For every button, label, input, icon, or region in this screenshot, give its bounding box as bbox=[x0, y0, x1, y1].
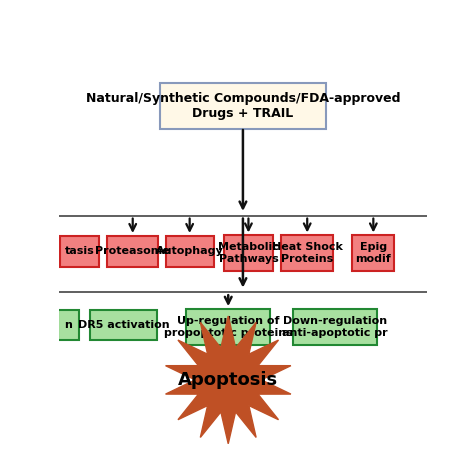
FancyBboxPatch shape bbox=[107, 236, 158, 266]
FancyBboxPatch shape bbox=[224, 235, 273, 272]
FancyBboxPatch shape bbox=[91, 310, 156, 340]
Text: Autophagy: Autophagy bbox=[156, 246, 224, 256]
Text: Proteasome: Proteasome bbox=[95, 246, 170, 256]
FancyBboxPatch shape bbox=[282, 235, 333, 272]
FancyBboxPatch shape bbox=[160, 83, 326, 129]
Text: Natural/Synthetic Compounds/FDA-approved
Drugs + TRAIL: Natural/Synthetic Compounds/FDA-approved… bbox=[86, 92, 400, 120]
Text: n: n bbox=[64, 320, 73, 330]
FancyBboxPatch shape bbox=[186, 309, 271, 345]
Text: tasis: tasis bbox=[64, 246, 94, 256]
Text: Metabolic
Pathways: Metabolic Pathways bbox=[218, 242, 279, 264]
Text: Heat Shock
Proteins: Heat Shock Proteins bbox=[272, 242, 343, 264]
FancyBboxPatch shape bbox=[60, 236, 99, 266]
Text: Epig
modif: Epig modif bbox=[356, 242, 391, 264]
Text: Up-regulation of
propoptotic proteins: Up-regulation of propoptotic proteins bbox=[164, 316, 292, 338]
FancyBboxPatch shape bbox=[352, 235, 394, 272]
FancyBboxPatch shape bbox=[292, 309, 377, 345]
FancyBboxPatch shape bbox=[58, 310, 79, 340]
FancyBboxPatch shape bbox=[166, 236, 213, 266]
Polygon shape bbox=[165, 316, 291, 444]
Text: Apoptosis: Apoptosis bbox=[178, 371, 278, 389]
Text: Down-regulation
anti-apoptotic pr: Down-regulation anti-apoptotic pr bbox=[282, 316, 388, 338]
Text: DR5 activation: DR5 activation bbox=[78, 320, 169, 330]
